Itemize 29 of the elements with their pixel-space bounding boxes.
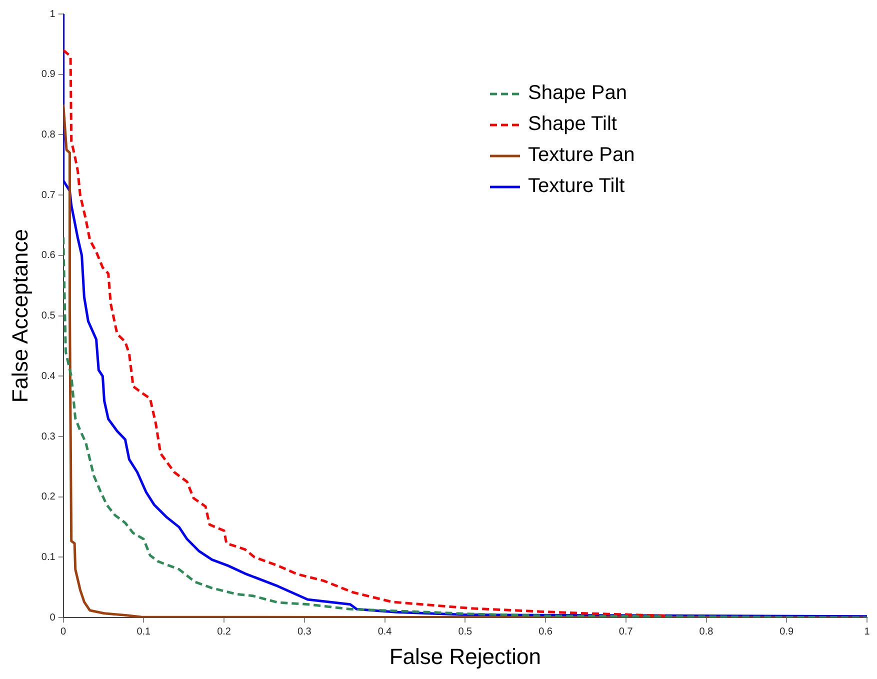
legend-label: Texture Pan <box>528 144 635 167</box>
x-tick-label: 0.9 <box>780 626 794 638</box>
y-tick-label: 0.9 <box>41 69 56 80</box>
legend-label: Shape Pan <box>528 82 627 105</box>
legend-label: Shape Tilt <box>528 113 617 136</box>
y-tick-label: 0.4 <box>41 370 56 382</box>
line-series <box>63 48 668 618</box>
x-tick-label: 0.3 <box>297 626 312 638</box>
x-tick-label: 1 <box>864 626 870 638</box>
x-tick-label: 0.2 <box>217 626 232 638</box>
y-tick-label: 1 <box>50 8 56 20</box>
legend-label: Texture Tilt <box>528 175 625 198</box>
y-axis-title: False Acceptance <box>7 228 32 403</box>
x-tick-label: 0.1 <box>136 626 152 638</box>
y-tick-label: 0.2 <box>41 492 56 503</box>
x-tick-label: 0 <box>60 626 67 638</box>
y-tick-label: 0.6 <box>41 250 56 262</box>
y-tick-label: 0.3 <box>41 431 56 442</box>
x-tick-label: 0.8 <box>699 626 714 638</box>
y-tick-label: 0.5 <box>41 310 56 322</box>
y-tick-label: 0.1 <box>41 552 56 563</box>
y-tick-label: 0 <box>50 612 56 624</box>
y-tick-label: 0.7 <box>41 190 56 201</box>
x-tick-label: 0.6 <box>538 626 553 638</box>
x-tick-label: 0.5 <box>458 626 473 638</box>
x-tick-label: 0.4 <box>378 626 392 638</box>
y-tick-label: 0.8 <box>41 129 56 140</box>
x-axis-title: False Rejection <box>389 644 541 669</box>
x-tick-label: 0.7 <box>618 626 634 638</box>
